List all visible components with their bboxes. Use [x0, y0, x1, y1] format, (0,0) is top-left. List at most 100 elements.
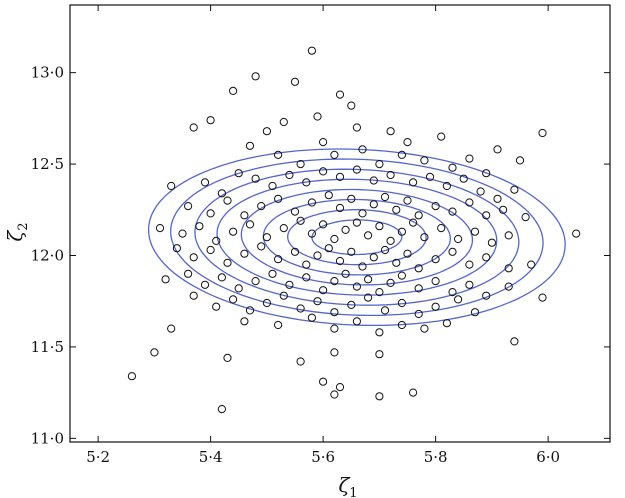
data-point: [262, 233, 271, 242]
data-point: [493, 145, 502, 154]
data-point: [251, 72, 260, 81]
data-point: [347, 247, 356, 256]
x-axis-label: ζ1: [338, 473, 357, 498]
data-point: [347, 194, 356, 203]
data-point: [296, 160, 305, 169]
data-point: [172, 244, 181, 253]
data-point: [420, 156, 429, 165]
data-point: [470, 308, 480, 317]
data-point: [313, 251, 322, 260]
data-point: [403, 249, 412, 258]
data-point: [229, 227, 238, 236]
data-point: [538, 293, 547, 302]
data-point: [448, 288, 457, 297]
data-point: [437, 132, 446, 141]
contour-level-3: [262, 198, 452, 276]
data-point: [335, 172, 345, 181]
data-point: [307, 198, 316, 207]
data-point: [195, 222, 204, 231]
x-axis-label-main: ζ: [338, 473, 350, 497]
data-point: [251, 277, 260, 286]
data-point: [448, 163, 457, 172]
data-point: [538, 128, 547, 138]
data-point: [268, 269, 277, 278]
data-point: [319, 220, 328, 229]
data-point: [414, 211, 423, 220]
data-point: [319, 167, 328, 176]
data-point: [431, 202, 440, 211]
data-point: [375, 222, 384, 231]
y-tick-label: 12·0: [31, 246, 64, 264]
data-point: [397, 271, 406, 280]
data-point: [307, 46, 316, 55]
data-point: [290, 247, 300, 256]
data-point: [386, 278, 395, 287]
data-point: [302, 260, 311, 269]
y-axis-label: ζ2: [3, 222, 31, 241]
data-point: [454, 234, 463, 244]
x-tick-label: 5·8: [424, 448, 448, 466]
data-point: [212, 236, 221, 245]
data-point: [397, 150, 406, 159]
data-point: [335, 256, 345, 266]
data-point: [324, 191, 333, 200]
data-point: [375, 288, 384, 297]
data-point: [397, 320, 406, 330]
data-point: [245, 220, 255, 229]
data-point: [493, 194, 502, 203]
data-point: [454, 295, 463, 304]
data-point: [369, 200, 378, 209]
data-point: [431, 255, 440, 264]
data-point: [274, 255, 283, 264]
data-point: [442, 181, 451, 191]
data-point: [369, 176, 378, 185]
data-point: [167, 181, 176, 191]
data-point: [279, 117, 288, 127]
data-point: [358, 209, 367, 218]
data-point: [335, 90, 345, 99]
data-point: [279, 291, 288, 300]
data-point: [515, 156, 525, 165]
data-point: [347, 300, 356, 309]
data-point: [319, 377, 328, 386]
data-point: [223, 258, 232, 267]
data-point: [167, 324, 176, 333]
data-point: [296, 216, 305, 225]
data-point: [364, 293, 373, 302]
contour-level-6: [194, 168, 520, 306]
contour-layer: [147, 148, 566, 327]
data-point: [409, 388, 418, 397]
data-point: [358, 262, 367, 271]
data-point: [414, 284, 423, 293]
data-point: [274, 194, 283, 203]
points-layer: [127, 46, 581, 414]
data-point: [510, 337, 519, 346]
data-point: [245, 306, 255, 315]
data-point: [319, 286, 328, 295]
data-point: [403, 138, 412, 147]
data-point: [397, 298, 406, 308]
contour-level-7: [170, 158, 544, 317]
data-point: [279, 224, 288, 233]
data-point: [341, 225, 350, 234]
data-point: [409, 178, 418, 187]
y-axis-label-sub: 2: [16, 222, 31, 230]
data-point: [448, 247, 457, 256]
data-point: [369, 253, 378, 262]
data-point: [364, 231, 373, 240]
data-point: [465, 280, 474, 289]
data-point: [217, 405, 226, 414]
data-point: [313, 112, 322, 121]
data-point: [380, 245, 390, 255]
data-point: [234, 169, 243, 178]
data-point: [482, 211, 491, 220]
y-axis: 11·0 11·5 12·0 12·5 13·0: [31, 64, 610, 447]
data-point: [274, 320, 283, 330]
data-point: [510, 185, 519, 194]
data-point: [189, 291, 198, 300]
data-point: [358, 145, 367, 154]
data-point: [319, 138, 328, 147]
data-point: [234, 284, 243, 293]
y-tick-label: 12·5: [31, 155, 64, 173]
